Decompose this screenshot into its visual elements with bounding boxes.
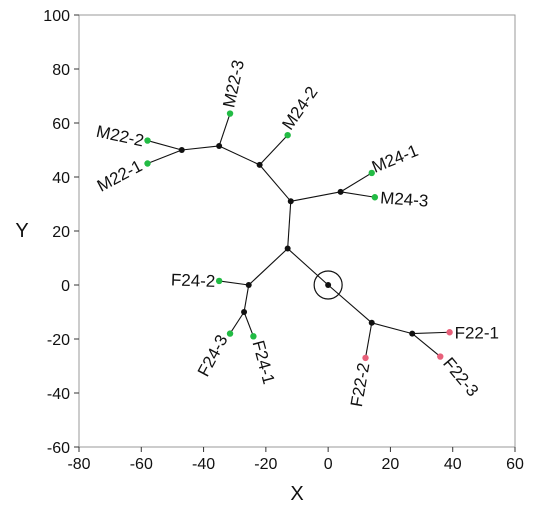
y-tick-label: 0 — [61, 278, 70, 295]
internal-node — [216, 142, 223, 149]
x-tick-label: 0 — [324, 456, 333, 473]
leaf-node — [437, 353, 444, 360]
internal-node — [241, 309, 248, 315]
y-axis-title: Y — [15, 220, 28, 242]
y-tick-label: 60 — [52, 116, 70, 133]
tree-edge — [218, 113, 231, 147]
tree-edge — [243, 284, 250, 313]
x-tick-label: -80 — [67, 456, 90, 473]
tree-edge — [259, 134, 289, 166]
x-tick-label: 40 — [444, 456, 462, 473]
tree-edge — [181, 145, 220, 151]
internal-node — [284, 245, 291, 252]
y-tick-label: -40 — [47, 386, 70, 403]
leaf-label: M24-2 — [278, 83, 321, 133]
leaf-node — [250, 333, 257, 340]
y-tick-label: -60 — [47, 440, 70, 457]
y-tick-label: 40 — [52, 170, 70, 187]
tree-edge — [287, 201, 292, 249]
tree-edge — [340, 191, 375, 198]
tree-edge — [290, 191, 341, 202]
leaf-label: F24-2 — [171, 270, 216, 291]
tree-edge — [243, 311, 254, 337]
tree-edges — [147, 113, 450, 358]
leaf-node — [284, 131, 291, 139]
internal-node — [337, 188, 344, 195]
leaf-node — [371, 194, 379, 201]
tree-edge — [147, 140, 182, 151]
y-tick-label: 80 — [52, 62, 70, 79]
tree-edge — [229, 311, 245, 334]
leaf-label: M22-1 — [94, 156, 145, 195]
tree-edge — [147, 149, 182, 165]
leaf-label: M24-1 — [369, 141, 421, 177]
leaf-label: M22-3 — [219, 58, 248, 109]
tree-edge — [218, 145, 260, 166]
leaf-node — [215, 277, 223, 285]
internal-node — [368, 319, 375, 326]
leaf-node — [368, 169, 375, 177]
tree-edge — [411, 333, 441, 357]
tree-edge — [340, 172, 373, 193]
y-tick-label: 100 — [43, 8, 70, 25]
tree-edge — [248, 248, 289, 286]
x-tick-label: 20 — [382, 456, 400, 473]
root-marker-circle — [313, 270, 343, 300]
leaf-label: F24-1 — [249, 338, 279, 386]
x-axis-title: X — [290, 483, 303, 505]
leaf-node — [144, 137, 151, 144]
internal-node — [256, 161, 263, 168]
tree-edge — [259, 164, 292, 202]
tree-edge — [219, 280, 249, 286]
x-tick-label: -60 — [130, 456, 153, 473]
plot-frame — [78, 14, 516, 448]
y-tick-label: -20 — [47, 332, 70, 349]
internal-node — [178, 147, 185, 153]
leaf-node — [226, 330, 234, 337]
y-tick-label: 20 — [52, 224, 70, 241]
leaf-label: M22-2 — [95, 122, 146, 151]
leaf-label: F22-2 — [347, 361, 373, 408]
leaf-label: M24-3 — [380, 188, 429, 210]
leaf-node — [144, 160, 151, 167]
x-tick-label: -40 — [192, 456, 215, 473]
leaf-label: F22-1 — [455, 323, 499, 342]
tree-edge — [412, 331, 450, 335]
leaf-label: F24-3 — [194, 332, 232, 380]
root-node — [325, 282, 332, 288]
x-tick-label: -20 — [254, 456, 277, 473]
tree-nodes — [144, 110, 453, 362]
tree-edge — [371, 322, 413, 335]
tree-edge — [327, 284, 373, 324]
internal-node — [409, 330, 416, 337]
leaf-label: F22-3 — [439, 354, 482, 400]
leaf-node — [226, 110, 234, 117]
tree-edge — [364, 322, 373, 358]
x-tick-label: 60 — [506, 456, 524, 473]
leaf-node — [446, 329, 453, 336]
tree-edge — [287, 248, 329, 286]
internal-node — [287, 198, 294, 205]
leaf-node — [362, 354, 369, 362]
internal-node — [245, 282, 252, 288]
